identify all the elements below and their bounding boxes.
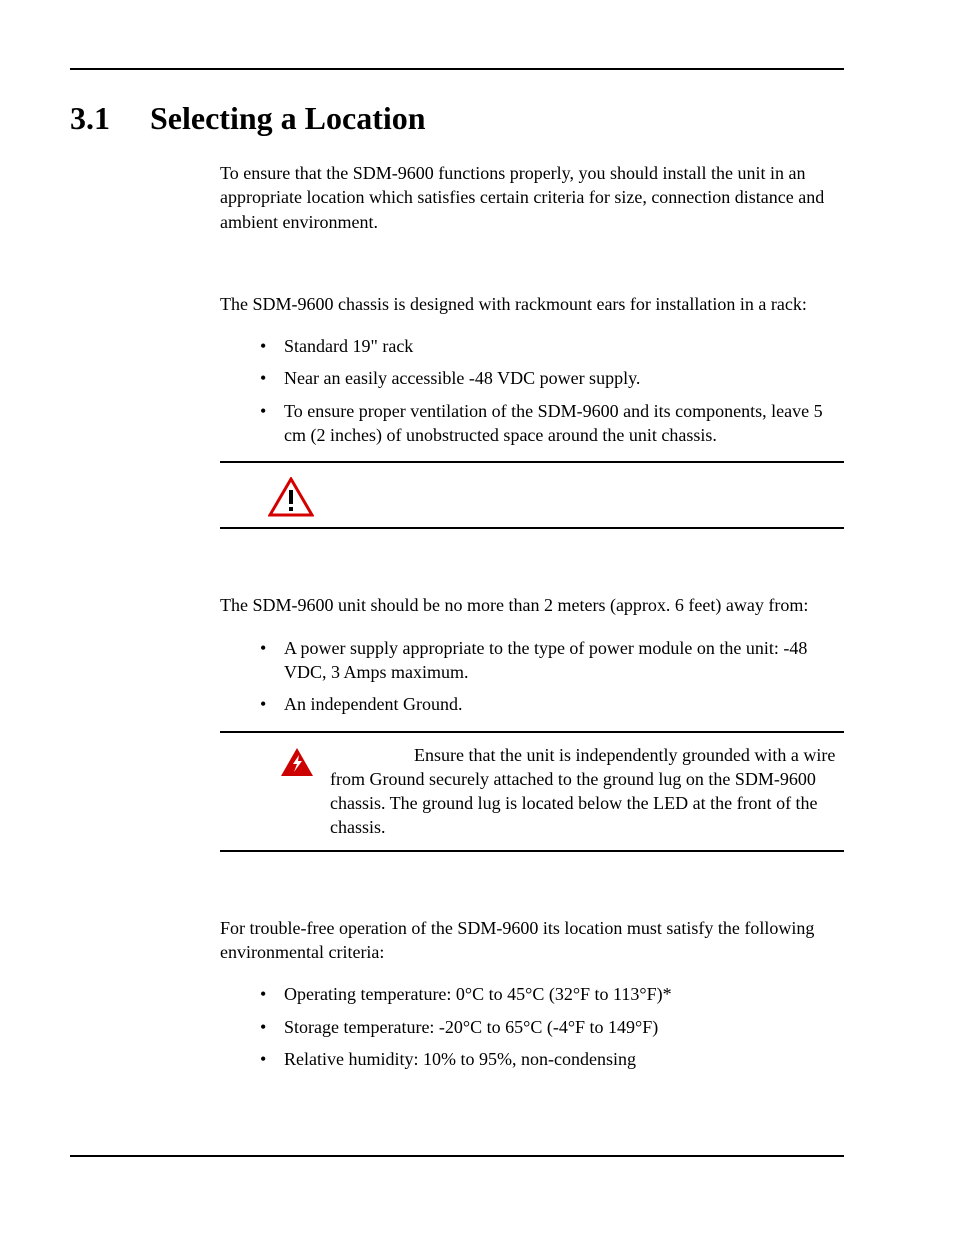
heading-title: Selecting a Location <box>150 100 426 137</box>
heading-number: 3.1 <box>70 100 150 137</box>
env-list: Operating temperature: 0°C to 45°C (32°F… <box>220 982 844 1071</box>
env-paragraph: For trouble-free operation of the SDM-96… <box>220 916 844 965</box>
spacer <box>220 892 844 916</box>
caution-callout <box>220 461 844 529</box>
section-heading: 3.1 Selecting a Location <box>70 100 844 137</box>
distance-list: A power supply appropriate to the type o… <box>220 636 844 717</box>
spacer <box>220 529 844 569</box>
warning-callout: Ensure that the unit is independently gr… <box>220 731 844 852</box>
rack-list: Standard 19" rack Near an easily accessi… <box>220 334 844 447</box>
list-item: Relative humidity: 10% to 95%, non-conde… <box>260 1047 844 1071</box>
list-item: A power supply appropriate to the type o… <box>260 636 844 685</box>
list-item: Standard 19" rack <box>260 334 844 358</box>
list-item: An independent Ground. <box>260 692 844 716</box>
list-item: Operating temperature: 0°C to 45°C (32°F… <box>260 982 844 1006</box>
top-rule <box>70 68 844 70</box>
distance-paragraph: The SDM-9600 unit should be no more than… <box>220 593 844 617</box>
spacer <box>220 852 844 892</box>
spacer <box>220 252 844 292</box>
list-item: To ensure proper ventilation of the SDM-… <box>260 399 844 448</box>
intro-paragraph: To ensure that the SDM-9600 functions pr… <box>220 161 844 234</box>
caution-icon <box>220 473 330 517</box>
spacer <box>220 569 844 593</box>
rack-paragraph: The SDM-9600 chassis is designed with ra… <box>220 292 844 316</box>
list-item: Near an easily accessible -48 VDC power … <box>260 366 844 390</box>
warning-text: Ensure that the unit is independently gr… <box>330 743 844 840</box>
page: 3.1 Selecting a Location To ensure that … <box>0 0 954 1235</box>
list-item: Storage temperature: -20°C to 65°C (-4°F… <box>260 1015 844 1039</box>
bottom-rule <box>70 1155 844 1157</box>
body: To ensure that the SDM-9600 functions pr… <box>220 161 844 1071</box>
warning-icon <box>220 743 330 777</box>
